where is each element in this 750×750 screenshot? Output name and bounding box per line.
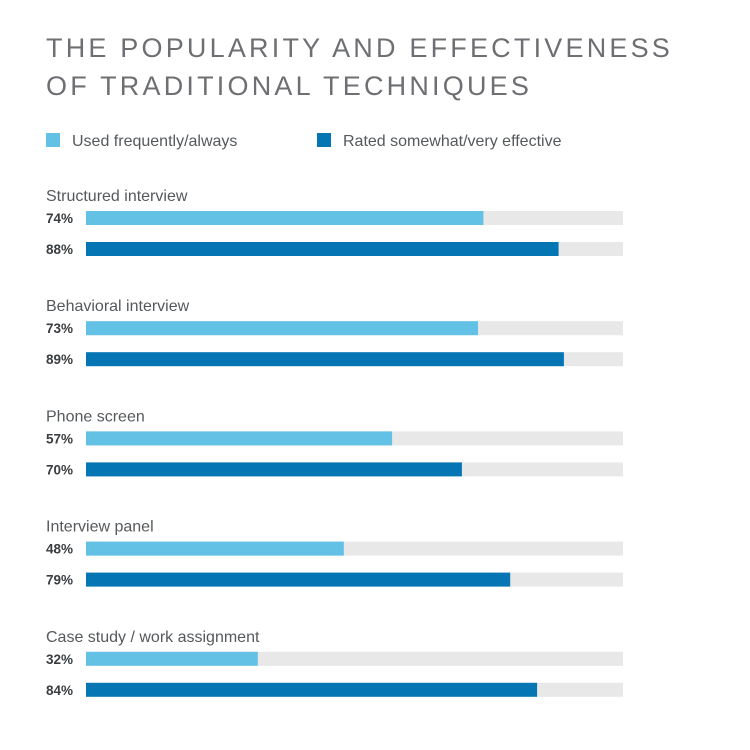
- category-label: Interview panel: [46, 519, 154, 536]
- bar-used: [86, 321, 478, 336]
- bar-group-behavioral-interview: Behavioral interview 73% 89%: [46, 298, 623, 367]
- bar-used: [86, 651, 258, 666]
- category-label: Phone screen: [46, 408, 145, 425]
- bar-group-structured-interview: Structured interview 74% 88%: [46, 188, 623, 257]
- bar-used: [86, 541, 344, 556]
- bar-groups: Structured interview 74% 88% Behavioral int…: [46, 188, 623, 698]
- value-label-effective: 88%: [46, 242, 73, 257]
- value-label-used: 73%: [46, 321, 73, 336]
- legend: Used frequently/always Rated somewhat/ve…: [46, 133, 562, 150]
- category-label: Structured interview: [46, 188, 188, 205]
- chart-title-line-1: THE POPULARITY AND EFFECTIVENESS: [46, 33, 673, 63]
- legend-swatch-used: [46, 133, 60, 147]
- legend-label-used: Used frequently/always: [72, 133, 237, 150]
- category-label: Case study / work assignment: [46, 629, 260, 646]
- legend-label-effective: Rated somewhat/very effective: [343, 133, 562, 150]
- bar-used: [86, 211, 484, 225]
- bar-group-phone-screen: Phone screen 57% 70%: [46, 408, 623, 477]
- bar-effective: [86, 682, 538, 697]
- chart-title-line-2: OF TRADITIONAL TECHNIQUES: [46, 71, 532, 101]
- bar-effective: [86, 462, 462, 477]
- bar-effective: [86, 242, 559, 256]
- value-label-effective: 84%: [46, 683, 73, 698]
- bar-effective: [86, 352, 564, 367]
- legend-swatch-effective: [317, 133, 331, 147]
- bar-group-interview-panel: Interview panel 48% 79%: [46, 519, 623, 588]
- category-label: Behavioral interview: [46, 298, 190, 315]
- value-label-used: 48%: [46, 542, 73, 557]
- value-label-used: 57%: [46, 431, 73, 446]
- bar-used: [86, 431, 393, 446]
- bar-group-case-study-work-assignment: Case study / work assignment 32% 84%: [46, 629, 623, 698]
- value-label-effective: 89%: [46, 352, 73, 367]
- value-label-effective: 70%: [46, 462, 73, 477]
- value-label-used: 74%: [46, 211, 73, 226]
- bar-effective: [86, 572, 511, 587]
- value-label-effective: 79%: [46, 573, 73, 588]
- value-label-used: 32%: [46, 652, 73, 667]
